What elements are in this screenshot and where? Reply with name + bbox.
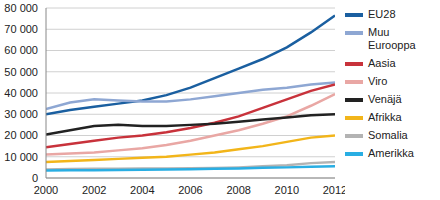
svg-text:2004: 2004 <box>130 184 154 196</box>
html-text:Somalia: Somalia <box>368 129 408 141</box>
svg-text:2008: 2008 <box>226 184 250 196</box>
svg-text:30 000: 30 000 <box>8 108 38 120</box>
svg-text:60 000: 60 000 <box>8 44 38 56</box>
svg-text:2002: 2002 <box>82 184 106 196</box>
svg-text:80 000: 80 000 <box>8 2 38 14</box>
svg-text:20 000: 20 000 <box>8 129 38 141</box>
html-text:Viro: Viro <box>368 75 388 87</box>
svg-text:50 000: 50 000 <box>8 66 38 78</box>
svg-text:10 000: 10 000 <box>8 151 38 163</box>
svg-text:70 000: 70 000 <box>8 23 38 35</box>
html-text:Venäjä: Venäjä <box>368 93 402 105</box>
html-text:Muu Eurooppa: Muu Eurooppa <box>368 26 416 51</box>
html-text:Aasia: Aasia <box>368 57 396 69</box>
svg-text:0: 0 <box>32 172 38 184</box>
html-text:Afrikka: Afrikka <box>368 111 402 123</box>
svg-text:2006: 2006 <box>178 184 202 196</box>
svg-text:40 000: 40 000 <box>8 87 38 99</box>
svg-text:2010: 2010 <box>275 184 299 196</box>
svg-text:2000: 2000 <box>34 184 58 196</box>
svg-text:2012: 2012 <box>323 184 345 196</box>
html-text:EU28: EU28 <box>368 8 396 20</box>
html-text:Amerikka: Amerikka <box>368 147 414 159</box>
